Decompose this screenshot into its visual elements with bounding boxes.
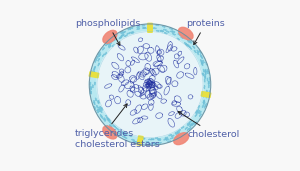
Text: cholesterol esters: cholesterol esters bbox=[75, 140, 160, 149]
FancyBboxPatch shape bbox=[137, 136, 143, 145]
FancyBboxPatch shape bbox=[201, 92, 211, 97]
Ellipse shape bbox=[174, 133, 189, 145]
Text: phospholipids: phospholipids bbox=[75, 19, 140, 45]
Text: cholesterol: cholesterol bbox=[178, 111, 240, 139]
Ellipse shape bbox=[103, 126, 117, 139]
FancyBboxPatch shape bbox=[148, 23, 152, 32]
Text: proteins: proteins bbox=[187, 19, 225, 44]
Circle shape bbox=[97, 32, 203, 138]
Ellipse shape bbox=[103, 30, 117, 43]
Text: triglycerides: triglycerides bbox=[75, 104, 134, 138]
Ellipse shape bbox=[178, 27, 193, 40]
FancyBboxPatch shape bbox=[89, 72, 99, 78]
Circle shape bbox=[89, 24, 211, 145]
